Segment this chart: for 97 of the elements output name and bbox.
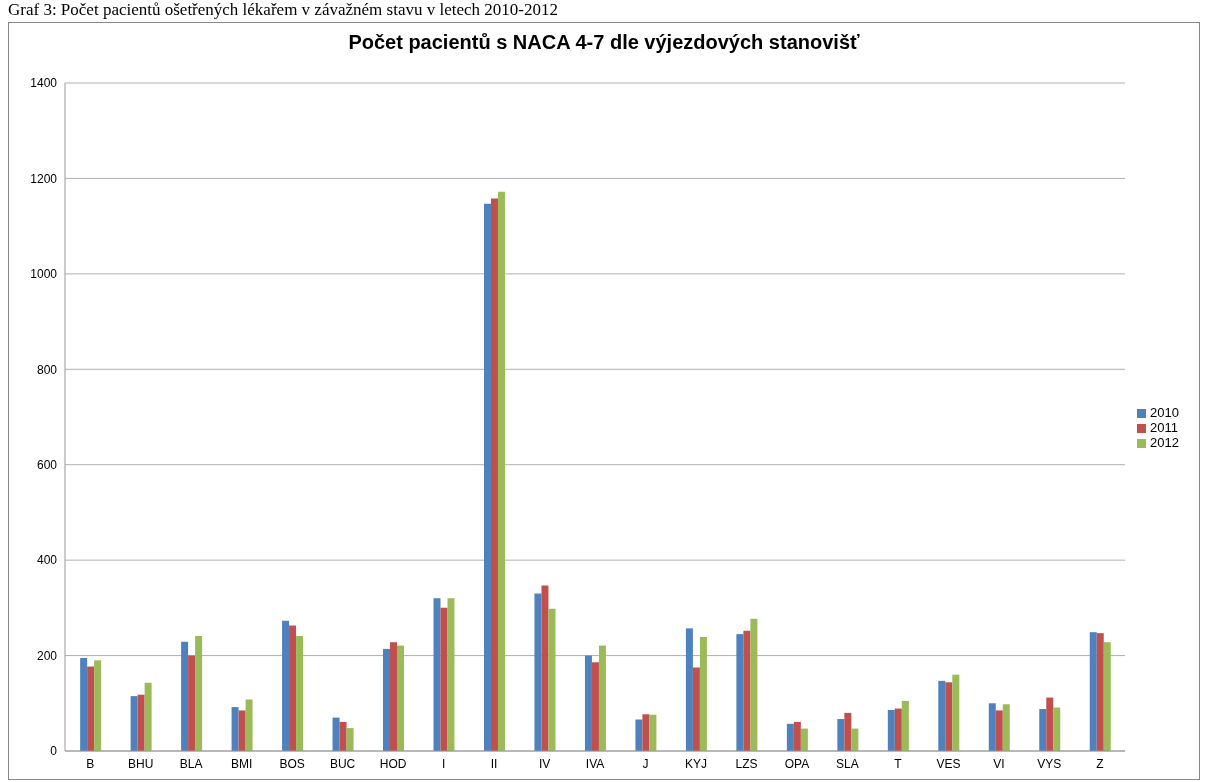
bar <box>800 728 808 751</box>
bar <box>231 707 239 751</box>
bar <box>397 645 405 751</box>
bar <box>995 710 1003 751</box>
bar <box>1103 642 1111 751</box>
bar <box>786 723 794 751</box>
y-tick-label: 1000 <box>30 267 58 282</box>
bar <box>952 674 960 751</box>
x-tick-label: BHU <box>128 756 154 771</box>
bar <box>988 703 996 751</box>
bar <box>1053 707 1061 751</box>
bar <box>692 667 700 751</box>
x-tick-label: LZS <box>735 756 758 771</box>
bar <box>289 625 297 751</box>
bar <box>844 712 852 751</box>
bar <box>894 708 902 751</box>
y-tick-label: 400 <box>36 553 58 568</box>
bar <box>635 719 643 751</box>
x-tick-label: KYJ <box>684 756 708 771</box>
bar <box>699 636 707 751</box>
x-tick-label: Z <box>1096 756 1104 771</box>
bar <box>383 648 391 751</box>
bar <box>743 630 751 751</box>
x-tick-label: VES <box>936 756 961 771</box>
bar <box>346 728 354 751</box>
x-tick-label: II <box>490 756 498 771</box>
x-tick-label: HOD <box>379 756 407 771</box>
x-tick-label: BLA <box>179 756 203 771</box>
bar <box>188 655 196 751</box>
y-tick-label: 600 <box>36 457 58 472</box>
bar <box>433 598 441 751</box>
y-tick-label: 1400 <box>30 76 58 91</box>
bar <box>332 717 340 751</box>
x-tick-label: J <box>642 756 649 771</box>
bar <box>238 710 246 751</box>
legend-label: 2010 <box>1150 404 1179 420</box>
x-tick-label: IV <box>538 756 551 771</box>
x-tick-label: BOS <box>279 756 305 771</box>
bar <box>94 660 102 751</box>
bar <box>245 699 253 751</box>
bar <box>497 191 505 751</box>
bar <box>130 696 138 751</box>
bar <box>649 714 657 751</box>
bar <box>483 203 491 751</box>
bar <box>534 593 542 751</box>
bar <box>1002 704 1010 751</box>
y-tick-label: 200 <box>36 648 58 663</box>
bar <box>887 709 895 751</box>
bar <box>598 645 606 751</box>
bar <box>296 636 304 751</box>
bar <box>1096 633 1104 751</box>
bar <box>548 608 556 751</box>
bar <box>901 700 909 751</box>
y-tick-label: 1200 <box>30 171 58 186</box>
legend-label: 2011 <box>1150 419 1179 435</box>
legend-label: 2012 <box>1150 434 1179 450</box>
x-tick-label: OPA <box>784 756 810 771</box>
bar <box>591 662 599 751</box>
bar <box>137 694 145 751</box>
bar <box>390 642 398 751</box>
x-tick-label: B <box>86 756 95 771</box>
bar <box>282 620 290 751</box>
bar <box>750 618 758 751</box>
bar <box>490 198 498 751</box>
bar <box>938 680 946 751</box>
x-tick-label: VI <box>993 756 1005 771</box>
bar <box>736 634 744 751</box>
bar <box>181 641 189 751</box>
bar <box>685 628 693 751</box>
bar <box>1089 632 1097 751</box>
bar <box>1039 709 1047 751</box>
x-tick-label: IVA <box>585 756 605 771</box>
chart-title: Počet pacientů s NACA 4-7 dle výjezdových stanovišť <box>347 30 861 55</box>
bar <box>584 655 592 751</box>
bar <box>339 721 347 751</box>
bar <box>541 585 549 751</box>
x-tick-label: VYS <box>1037 756 1062 771</box>
x-tick-label: BMI <box>231 756 253 771</box>
bar <box>851 728 859 751</box>
bar <box>793 721 801 751</box>
bar <box>144 682 152 751</box>
bar <box>1046 697 1054 751</box>
y-tick-label: 0 <box>50 744 58 759</box>
bar <box>945 682 953 751</box>
x-tick-label: I <box>441 756 446 771</box>
x-tick-label: T <box>894 756 903 771</box>
x-tick-label: BUC <box>329 756 356 771</box>
bar <box>447 598 455 751</box>
text: Graf 3: Počet pacientů ošetřených lékařem v závažném stavu v letech 2010-2012 <box>8 0 559 20</box>
bar <box>837 719 845 751</box>
bar <box>87 666 95 751</box>
bar <box>195 636 203 751</box>
bar <box>642 714 650 751</box>
bar <box>440 607 448 751</box>
x-tick-label: SLA <box>836 756 859 771</box>
y-tick-label: 800 <box>36 362 58 377</box>
bar <box>80 657 88 751</box>
